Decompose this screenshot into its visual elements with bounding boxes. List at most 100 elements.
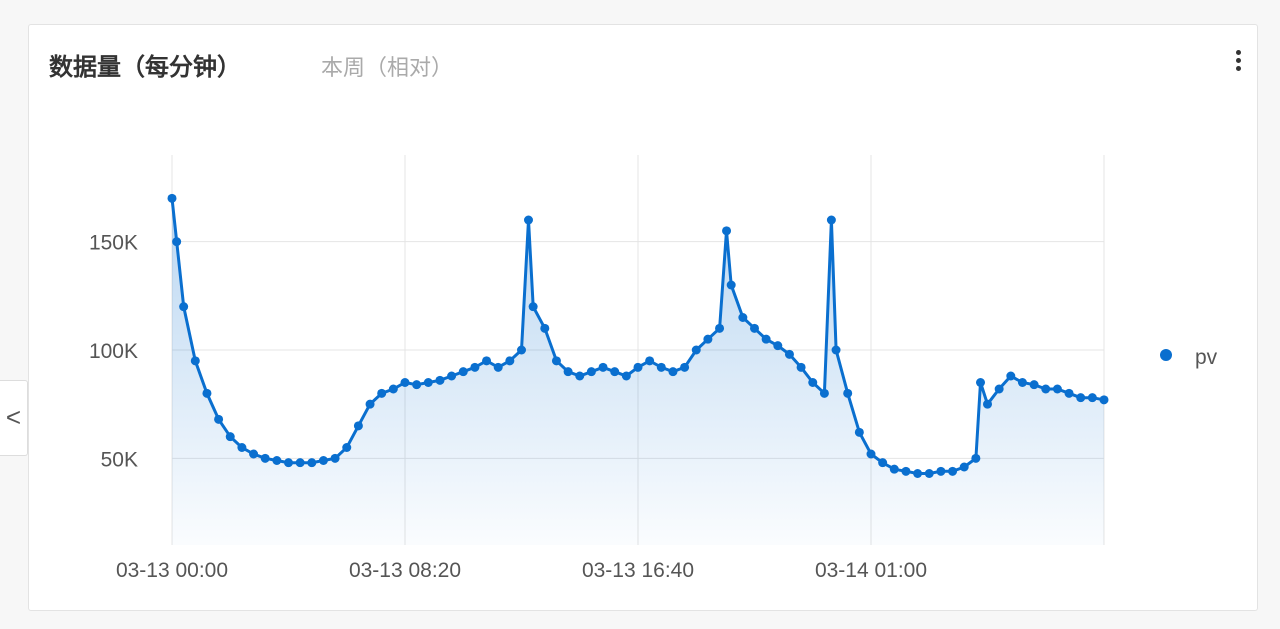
pv-point	[179, 302, 189, 312]
pv-point	[470, 362, 480, 372]
pv-point	[1041, 384, 1051, 394]
y-tick-label: 50K	[101, 448, 138, 471]
pv-point	[551, 356, 561, 366]
pv-point	[796, 362, 806, 372]
pv-point	[808, 378, 818, 387]
pv-point	[528, 302, 538, 312]
pv-point	[1099, 395, 1109, 405]
pv-point	[225, 432, 235, 442]
pv-point	[435, 375, 445, 385]
pv-point	[353, 421, 363, 431]
pv-point	[214, 414, 224, 424]
pv-point	[703, 334, 713, 344]
chevron-left-icon: <	[5, 402, 22, 432]
pv-point	[959, 462, 969, 472]
more-vertical-icon[interactable]	[1233, 47, 1243, 77]
x-tick-label: 03-13 08:20	[349, 559, 461, 582]
pv-point	[249, 449, 259, 459]
pv-point	[878, 458, 888, 468]
pv-point	[715, 323, 725, 333]
pv-point	[1017, 378, 1027, 387]
legend-label-pv[interactable]: pv	[1195, 346, 1218, 369]
pv-point	[948, 466, 958, 476]
pv-point	[1064, 388, 1074, 398]
pv-point	[866, 449, 876, 459]
pv-point	[843, 388, 853, 398]
pv-point	[586, 367, 596, 377]
pv-point	[423, 378, 433, 387]
pv-point	[831, 345, 841, 355]
pv-point	[761, 334, 771, 344]
pv-point	[377, 388, 387, 398]
pv-point	[458, 367, 468, 377]
pv-point	[1076, 393, 1086, 403]
pv-point	[924, 469, 934, 478]
pv-point	[750, 323, 759, 333]
collapse-tab[interactable]: <	[0, 380, 28, 456]
pv-point	[889, 464, 899, 474]
pv-point	[342, 443, 352, 452]
pv-point	[738, 313, 748, 322]
x-tick-label: 03-14 01:00	[815, 559, 927, 582]
pv-point	[913, 469, 923, 478]
pv-point	[633, 362, 643, 372]
pv-point	[936, 466, 946, 476]
card-title: 数据量（每分钟）	[49, 54, 241, 81]
pv-point	[400, 378, 410, 387]
pv-point	[575, 371, 585, 381]
pv-point	[680, 362, 690, 372]
pv-point	[976, 378, 986, 387]
pv-point	[505, 356, 515, 366]
pv-point	[610, 367, 620, 377]
x-tick-label: 03-13 00:00	[116, 559, 228, 582]
pv-point	[983, 399, 992, 409]
pv-point	[295, 458, 305, 468]
pv-point	[784, 349, 794, 359]
pv-point	[523, 215, 533, 225]
pv-point	[412, 380, 422, 390]
pv-point	[237, 443, 247, 452]
pv-point	[1087, 393, 1097, 403]
pv-point	[447, 371, 457, 381]
pv-point	[971, 453, 981, 463]
card-subtitle: 本周（相对）	[321, 55, 454, 80]
pv-point	[260, 453, 270, 463]
pv-point	[994, 384, 1004, 394]
pv-point	[621, 371, 631, 381]
pv-point	[190, 356, 200, 366]
pv-point	[826, 215, 836, 225]
pv-point	[167, 193, 177, 203]
pv-point	[540, 323, 550, 333]
pv-point	[645, 356, 655, 366]
pv-point	[284, 458, 293, 468]
pv-point	[388, 384, 398, 394]
y-tick-label: 100K	[89, 340, 138, 363]
pv-point	[598, 362, 608, 372]
pv-point	[1006, 371, 1016, 381]
pv-point	[493, 362, 503, 372]
x-tick-label: 03-13 16:40	[582, 559, 694, 582]
pv-point	[172, 237, 182, 247]
y-tick-label: 150K	[89, 232, 138, 255]
pv-point	[819, 388, 829, 398]
pv-point	[773, 341, 783, 351]
pv-point	[482, 356, 492, 366]
pv-point	[330, 453, 340, 463]
pv-point	[318, 456, 328, 465]
pv-point	[517, 345, 526, 355]
pv-point	[722, 226, 732, 236]
pv-point	[365, 399, 375, 409]
pv-point	[202, 388, 212, 398]
pv-point	[307, 458, 317, 468]
pv-point	[656, 362, 666, 372]
pv-point	[668, 367, 678, 377]
pv-point	[272, 456, 282, 465]
pv-point	[563, 367, 573, 377]
pv-point	[854, 427, 864, 437]
pv-point	[726, 280, 736, 290]
legend-marker-pv[interactable]	[1160, 349, 1172, 361]
pv-point	[1052, 384, 1062, 394]
pv-point	[901, 466, 911, 476]
pv-point	[1029, 380, 1039, 390]
